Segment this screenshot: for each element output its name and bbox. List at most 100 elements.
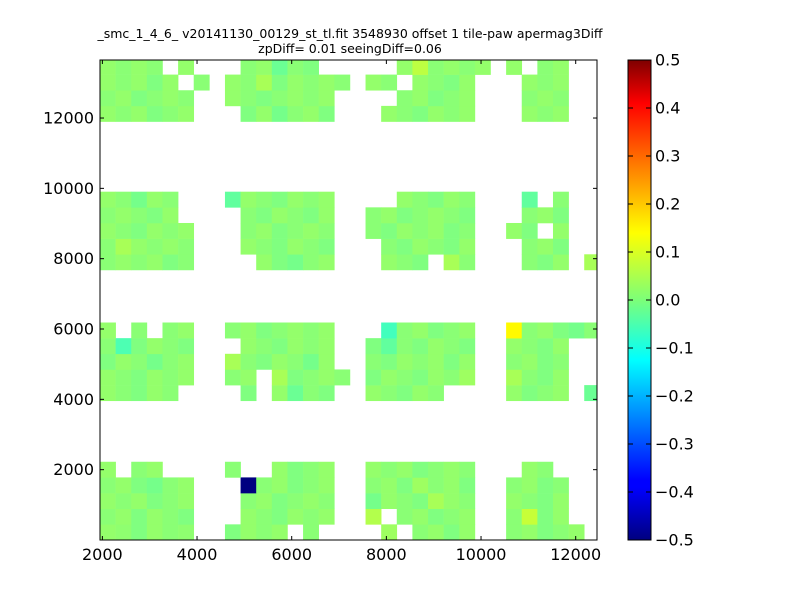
heatmap-cell [521, 191, 538, 208]
heatmap-cell [115, 338, 132, 355]
heatmap-cell [131, 238, 148, 255]
heatmap-cell [428, 90, 444, 107]
heatmap-cell [146, 338, 163, 355]
heatmap-cell [162, 493, 179, 509]
heatmap-cell [131, 338, 148, 355]
heatmap-cell [100, 191, 116, 208]
heatmap-cell [396, 338, 413, 355]
heatmap-cell [178, 60, 195, 75]
chart-subtitle: zpDiff= 0.01 seeingDiff=0.06 [258, 41, 442, 56]
heatmap-cell [271, 508, 288, 525]
heatmap-cell [365, 508, 382, 525]
heatmap-cell [146, 74, 163, 91]
heatmap-cell [334, 74, 351, 91]
heatmap-cell [303, 353, 319, 370]
heatmap-cell [459, 74, 476, 91]
heatmap-cell [396, 322, 413, 339]
heatmap-cell [115, 60, 132, 75]
heatmap-cell [162, 322, 179, 339]
heatmap-cell [287, 222, 304, 239]
heatmap-cell [459, 60, 476, 75]
heatmap-cell [240, 60, 257, 75]
heatmap-cell [521, 207, 538, 224]
heatmap-cell [412, 222, 429, 239]
heatmap-cell [115, 508, 132, 525]
heatmap-cell [131, 207, 148, 224]
heatmap-cell [537, 322, 554, 339]
heatmap-cell [115, 90, 132, 107]
heatmap-cell [287, 477, 304, 494]
heatmap-cell [412, 238, 429, 255]
heatmap-cell [412, 461, 429, 478]
heatmap-cell [256, 60, 273, 75]
heatmap-cell [162, 90, 179, 107]
heatmap-cell [537, 477, 554, 494]
heatmap-cell [381, 385, 398, 402]
heatmap-cell [521, 90, 538, 107]
heatmap-cell [271, 369, 288, 386]
heatmap-cell [396, 238, 413, 255]
heatmap-cell [240, 385, 257, 402]
heatmap-cell [506, 493, 523, 509]
heatmap-cell [537, 508, 554, 525]
heatmap-cell [318, 338, 335, 355]
heatmap-cell [396, 461, 413, 478]
heatmap-cell [271, 338, 288, 355]
heatmap-cell [365, 74, 382, 91]
x-tick-label: 12000 [550, 545, 601, 564]
heatmap-cell [240, 508, 257, 525]
heatmap-cell [552, 493, 569, 509]
heatmap-cell [271, 524, 288, 540]
heatmap-cell [506, 222, 523, 239]
heatmap-cell [256, 477, 273, 494]
heatmap-cell [412, 369, 429, 386]
heatmap-cell [428, 493, 444, 509]
heatmap-cell [381, 353, 398, 370]
heatmap-cell [537, 524, 554, 540]
heatmap-cell [162, 524, 179, 540]
heatmap-cell [396, 353, 413, 370]
heatmap-cell [271, 105, 288, 122]
heatmap-cell [396, 191, 413, 208]
heatmap-cell [428, 477, 444, 494]
heatmap-cell [552, 90, 569, 107]
heatmap-cell [256, 105, 273, 122]
heatmap-cell [459, 90, 476, 107]
heatmap-cell [568, 322, 585, 339]
heatmap-cell [224, 90, 241, 107]
colorbar-tick-label: −0.4 [655, 483, 694, 502]
heatmap-cell [443, 191, 460, 208]
heatmap-cell [271, 238, 288, 255]
heatmap-cell [412, 322, 429, 339]
heatmap-cell [428, 508, 444, 525]
heatmap-cell [100, 74, 116, 91]
heatmap-cell [381, 254, 398, 271]
heatmap-cell [178, 90, 195, 107]
colorbar-tick-label: −0.1 [655, 339, 694, 358]
heatmap-cell [428, 191, 444, 208]
heatmap-cell [443, 207, 460, 224]
heatmap-cell [459, 338, 476, 355]
heatmap-cell [428, 369, 444, 386]
heatmap-cell [506, 60, 523, 75]
heatmap-cell [178, 353, 195, 370]
heatmap-cell [131, 105, 148, 122]
heatmap-cell [115, 369, 132, 386]
heatmap-cell [146, 353, 163, 370]
heatmap-cell [178, 254, 195, 271]
y-tick-label: 8000 [53, 249, 94, 268]
colorbar-tick-label: 0.2 [655, 195, 680, 214]
heatmap-cell [552, 338, 569, 355]
heatmap-cell [537, 353, 554, 370]
heatmap-cell [552, 222, 569, 239]
heatmap-cell [521, 238, 538, 255]
heatmap-cell [443, 60, 460, 75]
heatmap-cell [318, 222, 335, 239]
heatmap-cell [240, 74, 257, 91]
heatmap-cell [412, 477, 429, 494]
heatmap-cell [224, 461, 241, 478]
y-axis: 2000 4000 6000 8000 10000 12000 [43, 109, 597, 479]
heatmap-cell [552, 508, 569, 525]
heatmap-cell [552, 322, 569, 339]
heatmap-cell [412, 254, 429, 271]
